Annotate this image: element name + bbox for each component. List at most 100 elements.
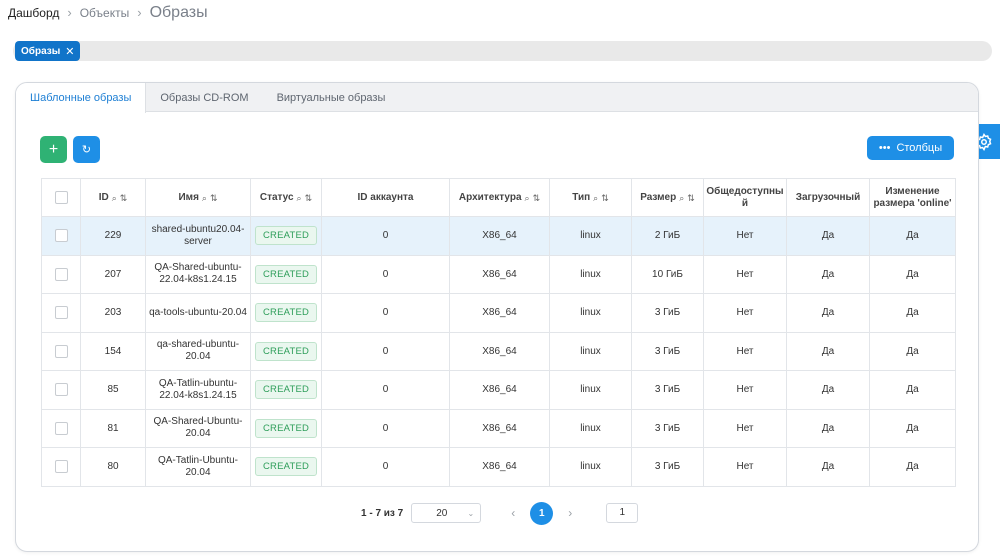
public-cell: Нет (703, 293, 787, 333)
row-checkbox[interactable] (54, 267, 68, 281)
sort-icon[interactable]: ⇅ (119, 192, 128, 203)
filter-chip[interactable]: Образы ✕ (15, 41, 81, 61)
sort-icon[interactable]: ⇅ (304, 192, 313, 203)
refresh-icon: ↻ (81, 144, 92, 156)
header-arch[interactable]: Архитектура ⌕ ⇅ (449, 178, 550, 217)
table-row[interactable]: 154 qa-shared-ubuntu-20.04 CREATED 0 X86_64 l… (41, 331, 956, 371)
filter-chip-label: Образы (21, 45, 61, 57)
select-cell (41, 370, 81, 410)
bootable-cell: Да (786, 331, 870, 371)
header-bootable: Загрузочный (786, 178, 870, 217)
online-resize-cell: Да (869, 447, 956, 487)
row-checkbox[interactable] (54, 344, 68, 358)
size-cell: 10 ГиБ (631, 254, 704, 294)
online-resize-cell: Да (869, 408, 956, 448)
table-row[interactable]: 80 QA-Tatlin-Ubuntu-20.04 CREATED 0 X86_64 li… (41, 447, 956, 487)
columns-button[interactable]: ••• Столбцы (867, 136, 954, 160)
search-icon[interactable]: ⌕ (111, 192, 117, 203)
sort-icon[interactable]: ⇅ (209, 192, 218, 203)
search-icon[interactable]: ⌕ (679, 192, 685, 203)
prev-page-button[interactable]: ‹ (511, 506, 516, 520)
header-status[interactable]: Статус ⌕ ⇅ (250, 178, 322, 217)
account-id-cell: 0 (321, 216, 450, 256)
name-cell: QA-Tatlin-Ubuntu-20.04 (145, 447, 251, 487)
account-id-cell: 0 (321, 293, 450, 333)
close-icon[interactable]: ✕ (65, 45, 75, 58)
size-cell: 3 ГиБ (631, 370, 704, 410)
header-size[interactable]: Размер ⌕ ⇅ (631, 178, 704, 217)
page-button-current[interactable]: 1 (530, 501, 554, 525)
status-badge: CREATED (254, 303, 318, 323)
arch-cell: X86_64 (449, 254, 550, 294)
select-all-checkbox[interactable] (54, 190, 68, 204)
row-checkbox[interactable] (54, 421, 68, 435)
row-checkbox[interactable] (54, 383, 68, 397)
public-cell: Нет (703, 447, 787, 487)
table-row[interactable]: 229 shared-ubuntu20.04-server CREATED 0 X86_… (41, 216, 956, 256)
size-cell: 3 ГиБ (631, 447, 704, 487)
sort-icon[interactable]: ⇅ (601, 192, 609, 203)
header-public: Общедоступный (703, 178, 787, 217)
search-icon[interactable]: ⌕ (296, 192, 302, 203)
search-icon[interactable]: ⌕ (201, 192, 207, 203)
id-cell: 81 (80, 408, 146, 448)
online-resize-cell: Да (869, 216, 956, 256)
row-checkbox[interactable] (54, 229, 68, 243)
images-card: Шаблонные образы Образы CD-ROM Виртуальн… (15, 82, 979, 552)
sort-icon[interactable]: ⇅ (687, 192, 695, 203)
status-cell: CREATED (250, 216, 322, 256)
type-cell: linux (549, 447, 632, 487)
online-resize-cell: Да (869, 370, 956, 410)
size-cell: 3 ГиБ (631, 408, 704, 448)
arch-cell: X86_64 (449, 331, 550, 371)
table-row[interactable]: 81 QA-Shared-Ubuntu-20.04 CREATED 0 X86_64 li… (41, 408, 956, 448)
row-checkbox[interactable] (54, 306, 68, 320)
search-icon[interactable]: ⌕ (593, 192, 599, 203)
breadcrumb-dashboard[interactable]: Дашборд (8, 6, 60, 20)
goto-page-input[interactable]: 1 (606, 503, 639, 523)
status-badge: CREATED (254, 226, 318, 246)
name-cell: shared-ubuntu20.04-server (145, 216, 251, 256)
id-cell: 203 (80, 293, 146, 333)
header-name[interactable]: Имя ⌕ ⇅ (145, 178, 251, 217)
table-row[interactable]: 207 QA-Shared-ubuntu-22.04-k8s1.24.15 CREA… (41, 254, 956, 294)
id-cell: 229 (80, 216, 146, 256)
select-cell (41, 216, 81, 256)
table-header-row: ID ⌕ ⇅ Имя ⌕ ⇅ Статус ⌕ ⇅ ID аккаунта Архитект… (41, 178, 956, 217)
table-row[interactable]: 85 QA-Tatlin-ubuntu-22.04-k8s1.24.15 CREAT… (41, 370, 956, 410)
pagination: 1 - 7 из 7 20 ⌄ ‹ 1 › 1 (361, 501, 639, 525)
id-cell: 154 (80, 331, 146, 371)
tab-virtual-images[interactable]: Виртуальные образы (276, 91, 386, 104)
page-size-value: 20 (436, 507, 448, 519)
type-cell: linux (549, 293, 632, 333)
name-cell: qa-shared-ubuntu-20.04 (145, 331, 251, 371)
table-row[interactable]: 203 qa-tools-ubuntu-20.04 CREATED 0 X86_64 li… (41, 293, 956, 333)
search-icon[interactable]: ⌕ (524, 192, 530, 203)
tab-template-images[interactable]: Шаблонные образы (16, 83, 147, 113)
sort-icon[interactable]: ⇅ (532, 192, 541, 203)
row-checkbox[interactable] (54, 460, 68, 474)
next-page-button[interactable]: › (568, 506, 573, 520)
select-cell (41, 331, 81, 371)
status-cell: CREATED (250, 447, 322, 487)
tab-cdrom-images[interactable]: Образы CD-ROM (160, 91, 249, 104)
header-type[interactable]: Тип ⌕ ⇅ (549, 178, 632, 217)
id-cell: 80 (80, 447, 146, 487)
page-size-select[interactable]: 20 ⌄ (411, 503, 482, 523)
add-image-button[interactable]: + (40, 136, 67, 163)
select-cell (41, 447, 81, 487)
chevron-right-icon: › (137, 5, 142, 20)
header-id[interactable]: ID ⌕ ⇅ (80, 178, 146, 217)
refresh-button[interactable]: ↻ (73, 136, 100, 163)
name-cell: QA-Tatlin-ubuntu-22.04-k8s1.24.15 (145, 370, 251, 410)
breadcrumb-objects[interactable]: Объекты (79, 6, 130, 20)
select-all-cell (41, 178, 81, 217)
breadcrumb: Дашборд › Объекты › Образы (8, 4, 208, 22)
size-cell: 3 ГиБ (631, 293, 704, 333)
status-cell: CREATED (250, 331, 322, 371)
status-cell: CREATED (250, 370, 322, 410)
type-cell: linux (549, 216, 632, 256)
bootable-cell: Да (786, 254, 870, 294)
size-cell: 2 ГиБ (631, 216, 704, 256)
status-badge: CREATED (254, 457, 318, 477)
